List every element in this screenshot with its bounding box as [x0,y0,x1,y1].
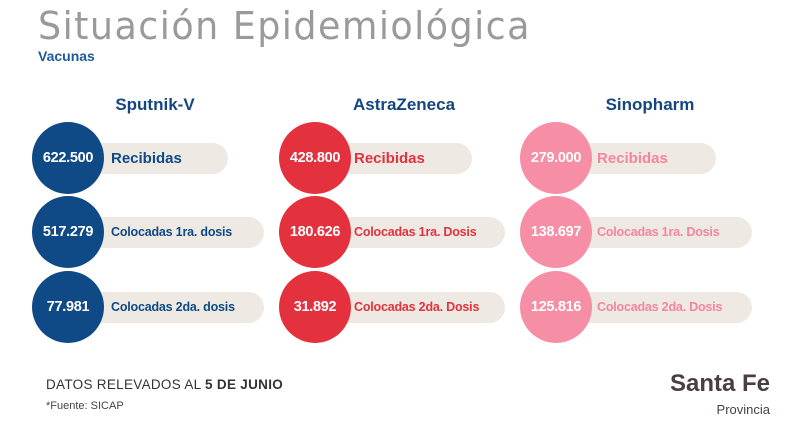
astrazeneca-title: AstraZeneca [352,95,456,114]
sinopharm-dosis2-value: 125.816 [520,271,592,343]
sinopharm-recibidas-label: Recibidas [597,150,668,167]
sputnik-recibidas-label: Recibidas [111,150,182,167]
sputnik-dosis1-label: Colocadas 1ra. dosis [111,225,233,239]
data-date: 5 DE JUNIO [205,377,284,392]
page-title: Situación Epidemiológica [38,4,531,48]
astrazeneca-dosis2-label: Colocadas 2da. Dosis [354,300,480,314]
astrazeneca-recibidas-value: 428.800 [279,122,351,194]
sputnik-recibidas-value: 622.500 [32,122,104,194]
santa-fe-logo: Santa Fe [669,370,770,397]
data-date-note: DATOS RELEVADOS AL 5 DE JUNIO [46,377,283,392]
source-note: *Fuente: SICAP [46,400,124,412]
sinopharm-dosis1-value: 138.697 [520,196,592,268]
sinopharm-dosis2-label: Colocadas 2da. Dosis [597,300,723,314]
astrazeneca-recibidas-label: Recibidas [354,150,425,167]
sputnik-dosis1-value: 517.279 [32,196,104,268]
sputnik-title: Sputnik-V [115,95,195,114]
astrazeneca-dosis1-value: 180.626 [279,196,351,268]
sputnik-dosis2-label: Colocadas 2da. dosis [111,300,235,314]
astrazeneca-dosis2-value: 31.892 [279,271,351,343]
santa-fe-logo-sub: Provincia [716,402,770,417]
page-subtitle: Vacunas [38,48,95,64]
sputnik-dosis2-value: 77.981 [32,271,104,343]
sinopharm-title: Sinopharm [605,95,695,114]
data-date-prefix: DATOS RELEVADOS AL [46,377,201,392]
sinopharm-recibidas-value: 279.000 [520,122,592,194]
sinopharm-dosis1-label: Colocadas 1ra. Dosis [597,225,720,239]
astrazeneca-dosis1-label: Colocadas 1ra. Dosis [354,225,477,239]
